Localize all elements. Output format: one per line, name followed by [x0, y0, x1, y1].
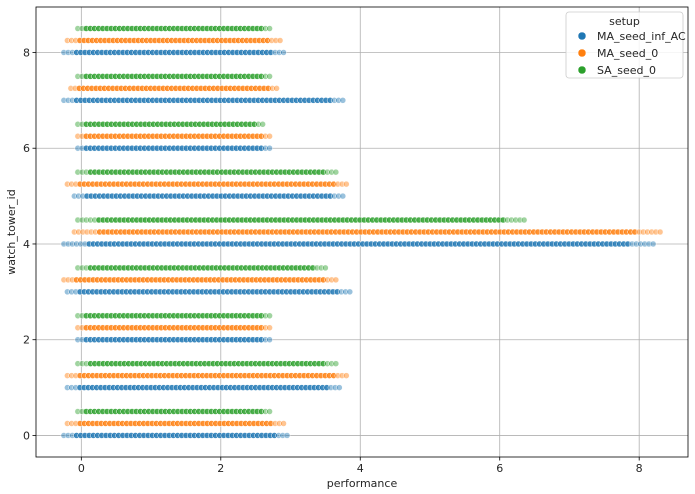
plot-frame [35, 6, 689, 458]
data-point [266, 25, 273, 32]
data-point [322, 264, 329, 272]
x-tick-label: 6 [496, 462, 503, 475]
y-tick-label: 8 [23, 46, 30, 59]
data-point [283, 432, 291, 439]
y-tick-label: 6 [23, 142, 30, 155]
data-point [266, 408, 273, 415]
data-point [649, 240, 657, 248]
axis-ticks: 0 2 4 6 8 0 2 4 6 8 [23, 46, 643, 475]
data-point [339, 192, 347, 200]
data-point [336, 384, 343, 391]
data-point [339, 97, 347, 104]
data-point [343, 372, 350, 379]
x-tick-label: 0 [78, 462, 85, 475]
legend-marker [577, 65, 587, 75]
series-SA_seed_0 [74, 25, 528, 415]
x-tick-label: 4 [357, 462, 364, 475]
data-point [266, 336, 273, 343]
legend-title: setup [609, 15, 640, 28]
data-point [332, 360, 340, 367]
legend: setup MA_seed_inf_AC MA_seed_0 SA_seed_0 [565, 11, 686, 79]
data-point [346, 288, 354, 296]
data-point [280, 49, 287, 56]
data-point [276, 37, 284, 44]
y-tick-label: 0 [23, 429, 30, 442]
series-MA_seed_inf_AC [60, 49, 657, 439]
data-point [266, 73, 273, 80]
data-points [60, 25, 664, 439]
y-tick-label: 2 [23, 334, 30, 347]
x-axis-label: performance [327, 477, 398, 490]
data-point [266, 144, 273, 152]
y-axis-label: watch_tower_id [5, 189, 18, 274]
legend-box [565, 11, 684, 79]
legend-marker [577, 31, 587, 41]
legend-entry: SA_seed_0 [597, 64, 656, 77]
data-point [343, 180, 350, 188]
data-point [520, 216, 528, 224]
legend-entry: MA_seed_0 [597, 47, 658, 60]
data-point [266, 324, 273, 331]
data-point [259, 121, 266, 128]
y-tick-label: 4 [23, 238, 30, 251]
data-point [332, 168, 340, 176]
legend-marker [577, 48, 587, 58]
data-point [280, 420, 287, 427]
data-point [273, 85, 280, 92]
legend-items: MA_seed_inf_AC MA_seed_0 SA_seed_0 [577, 30, 686, 77]
series-MA_seed_0 [60, 37, 664, 427]
data-point [266, 312, 273, 320]
data-point [656, 228, 664, 236]
data-point [266, 133, 273, 140]
x-tick-label: 8 [636, 462, 643, 475]
x-tick-label: 2 [217, 462, 224, 475]
legend-entry: MA_seed_inf_AC [597, 30, 686, 43]
data-point [332, 276, 340, 284]
